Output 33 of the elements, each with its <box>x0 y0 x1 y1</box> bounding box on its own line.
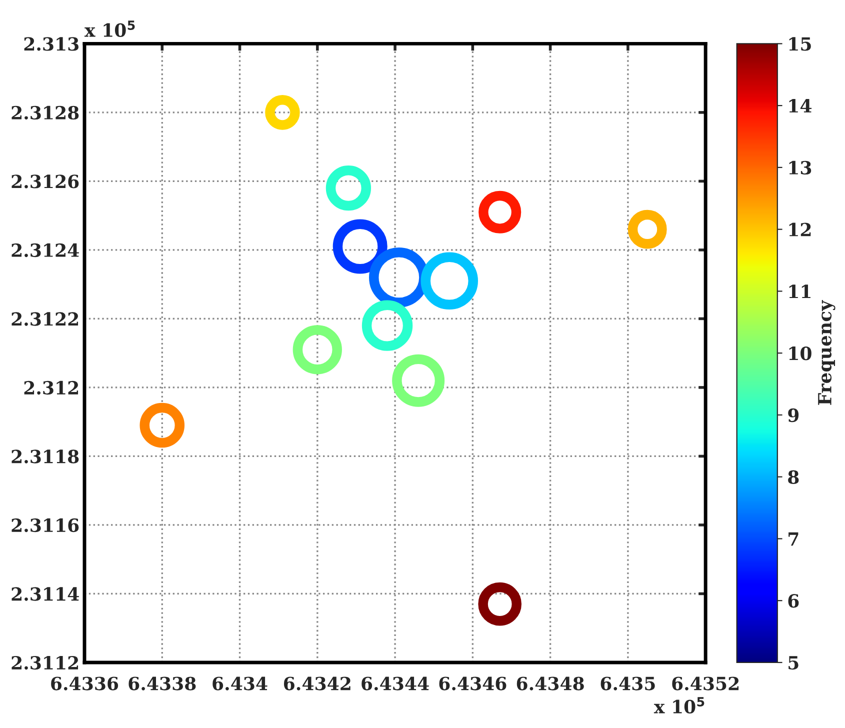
x-tick-label: 6.4342 <box>284 676 350 690</box>
y-tick-label: 2.3118 <box>12 450 79 464</box>
y-tick-label: 2.313 <box>24 37 78 51</box>
color-bar-label: 13 <box>789 160 812 175</box>
color-bar-label: 10 <box>789 346 812 360</box>
color-bar-label: 9 <box>788 408 799 422</box>
color-bar-label: 14 <box>789 99 812 112</box>
y-tick-label: 2.3128 <box>12 106 79 120</box>
y-tick-label: 2.3126 <box>12 174 79 188</box>
y-tick-label: 2.3116 <box>12 518 79 532</box>
x-tick-label: 6.434 <box>212 676 268 690</box>
text: x 10$^{5}$ <box>654 697 704 714</box>
x-tick-label: 6.435 <box>600 676 655 690</box>
y-tick-label: 2.3112 <box>12 656 78 670</box>
x-tick-label: 6.4344 <box>362 676 429 690</box>
text: x 10$^{5}$ <box>84 20 135 37</box>
color-bar-label: 8 <box>788 470 799 484</box>
y-tick-label: 2.3114 <box>12 587 79 601</box>
color-bar-label: 12 <box>789 222 811 236</box>
color-bar-label: 15 <box>789 37 811 51</box>
x-tick-label: 6.4348 <box>516 676 584 690</box>
color-bar-label: 7 <box>788 532 798 546</box>
y-tick-label: 2.3124 <box>12 243 79 258</box>
color-bar-title: Frequency <box>818 300 836 405</box>
color-bar-label: 6 <box>788 594 799 608</box>
x-tick-label: 6.4336 <box>51 676 118 690</box>
x-tick-label: 6.4338 <box>128 676 196 690</box>
y-tick-label: 2.312 <box>24 380 78 395</box>
color-bar-label: 5 <box>788 656 798 670</box>
x-tick-label: 6.4352 <box>672 676 739 690</box>
x-tick-label: 6.4346 <box>439 676 506 690</box>
y-tick-label: 2.3122 <box>12 312 78 326</box>
color-bar-label: 11 <box>789 284 810 298</box>
